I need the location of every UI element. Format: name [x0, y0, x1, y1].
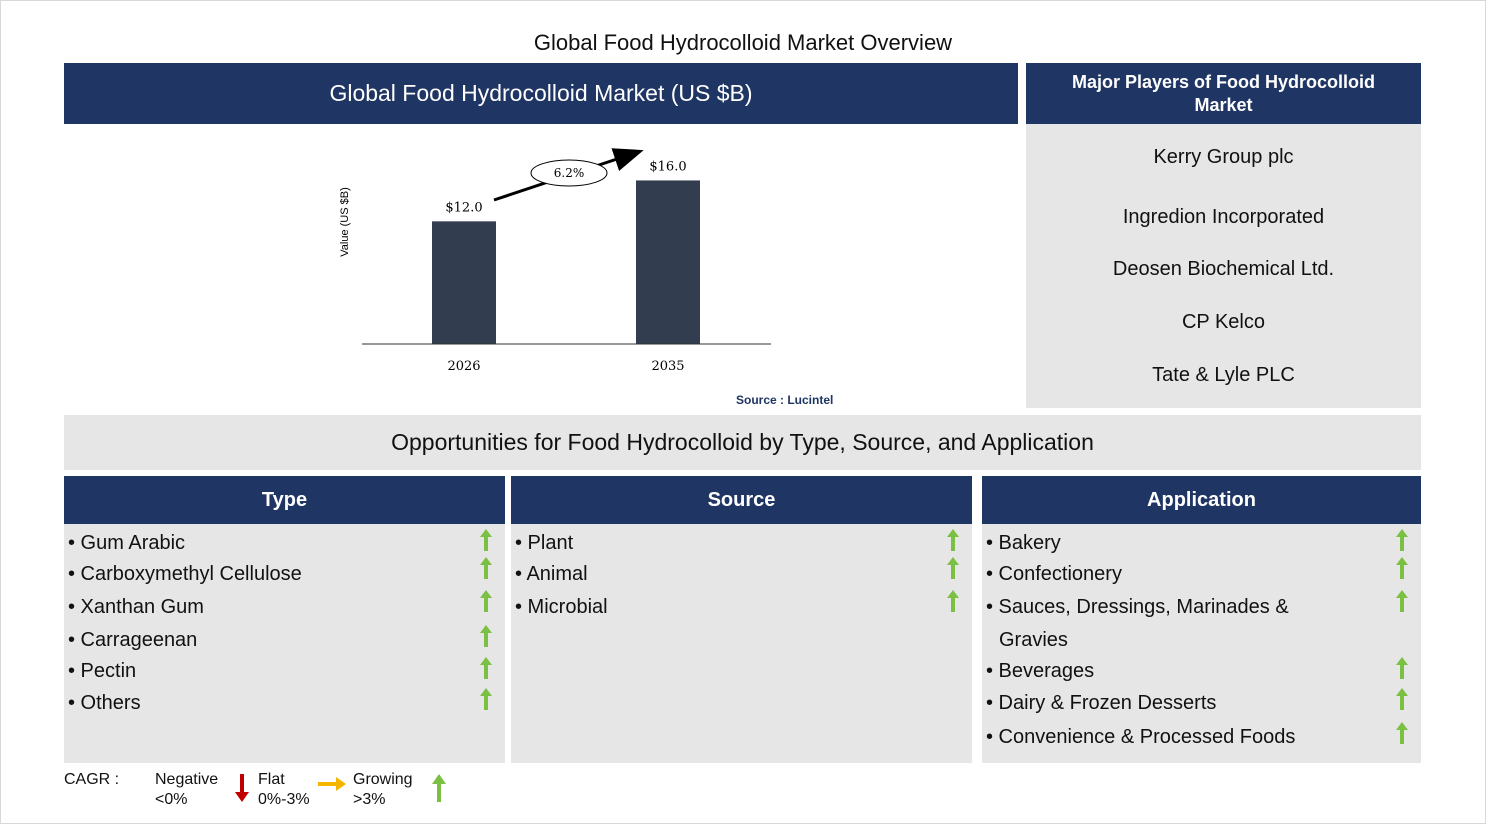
- list-item: • Convenience & Processed Foods: [986, 726, 1296, 748]
- right-arrow-icon: [318, 777, 346, 791]
- list-item: • Xanthan Gum: [68, 596, 204, 618]
- source-column-header: Source: [511, 476, 972, 524]
- legend-label: CAGR :: [64, 771, 120, 788]
- value-label-2035: $16.0: [649, 159, 686, 174]
- legend-negative-label: Negative: [155, 771, 219, 788]
- down-arrow-icon: [235, 774, 249, 802]
- up-arrow-icon: [947, 557, 959, 579]
- cagr-label: 6.2%: [554, 166, 585, 180]
- list-item: • Others: [68, 692, 141, 714]
- up-arrow-icon: [1396, 590, 1408, 612]
- list-item-continuation: Gravies: [999, 629, 1068, 651]
- market-chart-header: Global Food Hydrocolloid Market (US $B): [64, 63, 1018, 124]
- source-column-body: • Plant • Animal • Microbial: [511, 524, 972, 763]
- list-item: • Confectionery: [986, 563, 1122, 585]
- up-arrow-icon: [1396, 657, 1408, 679]
- legend-flat: Flat 0%-3%: [258, 770, 310, 810]
- player-item: Ingredion Incorporated: [1122, 206, 1325, 228]
- players-header: Major Players of Food Hydrocolloid Marke…: [1026, 63, 1421, 124]
- up-arrow-icon: [480, 688, 492, 710]
- list-item: • Gum Arabic: [68, 532, 186, 554]
- list-item: • Microbial: [515, 596, 608, 618]
- player-item: Deosen Biochemical Ltd.: [1112, 258, 1335, 280]
- legend-negative: Negative <0%: [155, 770, 218, 810]
- list-item: • Pectin: [68, 660, 137, 682]
- application-column-body: • Bakery • Confectionery • Sauces, Dress…: [982, 524, 1421, 763]
- application-column-header: Application: [982, 476, 1421, 524]
- up-arrow-icon: [947, 590, 959, 612]
- legend-growing-range: >3%: [353, 791, 386, 808]
- list-item: • Animal: [515, 563, 588, 585]
- list-item: • Bakery: [986, 532, 1061, 554]
- list-item: • Carrageenan: [68, 629, 198, 651]
- cagr-bubble: [530, 159, 608, 187]
- page-title: Global Food Hydrocolloid Market Overview: [533, 30, 953, 55]
- up-arrow-icon: [1396, 557, 1408, 579]
- bar-2035: [636, 180, 700, 344]
- player-item: CP Kelco: [1181, 311, 1265, 333]
- source-note: Source : Lucintel: [736, 393, 834, 407]
- player-item: Kerry Group plc: [1153, 146, 1294, 168]
- type-column-body: • Gum Arabic • Carboxymethyl Cellulose •…: [64, 524, 505, 763]
- type-column-header: Type: [64, 476, 505, 524]
- up-arrow-icon: [480, 529, 492, 551]
- up-arrow-icon: [480, 657, 492, 679]
- y-axis-label: Value (US $B): [339, 187, 351, 257]
- up-arrow-icon: [1396, 722, 1408, 744]
- legend-flat-label: Flat: [258, 771, 285, 788]
- list-item: • Carboxymethyl Cellulose: [68, 563, 302, 585]
- up-arrow-icon: [432, 774, 446, 802]
- up-arrow-icon: [480, 557, 492, 579]
- list-item: • Dairy & Frozen Desserts: [986, 692, 1217, 714]
- up-arrow-icon: [480, 625, 492, 647]
- list-item: • Beverages: [986, 660, 1095, 682]
- list-item: • Sauces, Dressings, Marinades &: [986, 596, 1289, 618]
- x-tick-label-2026: 2026: [447, 359, 480, 374]
- up-arrow-icon: [1396, 529, 1408, 551]
- legend-growing: Growing >3%: [353, 770, 413, 810]
- legend-negative-range: <0%: [155, 791, 188, 808]
- legend-flat-range: 0%-3%: [258, 791, 310, 808]
- market-bar-chart: Value (US $B) $12.0 2026 $16.0 2035 6.2%: [339, 148, 771, 374]
- up-arrow-icon: [947, 529, 959, 551]
- bar-2026: [432, 221, 496, 344]
- player-item: Tate & Lyle PLC: [1152, 364, 1295, 386]
- up-arrow-icon: [480, 590, 492, 612]
- up-arrow-icon: [1396, 688, 1408, 710]
- opportunities-header: Opportunities for Food Hydrocolloid by T…: [64, 415, 1421, 470]
- x-tick-label-2035: 2035: [651, 359, 684, 374]
- value-label-2026: $12.0: [445, 200, 482, 215]
- list-item: • Plant: [515, 532, 574, 554]
- legend-growing-label: Growing: [353, 771, 413, 788]
- players-list: Kerry Group plc Ingredion Incorporated D…: [1026, 124, 1421, 408]
